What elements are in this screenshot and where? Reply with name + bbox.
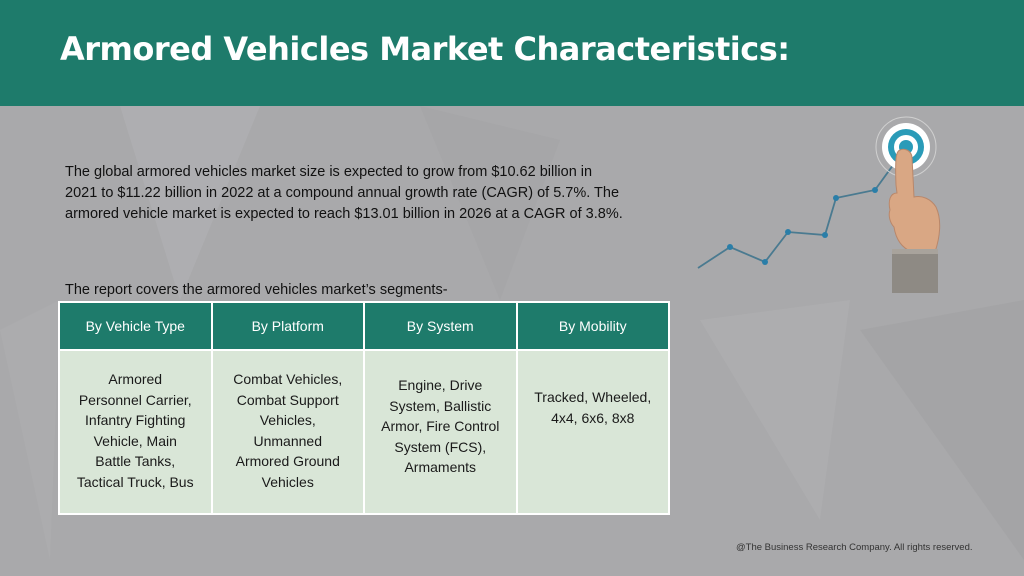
table-header-row: By Vehicle Type By Platform By System By…	[58, 301, 670, 351]
page-title: Armored Vehicles Market Characteristics:	[60, 30, 790, 68]
growth-illustration	[697, 116, 941, 293]
intro-paragraph: The global armored vehicles market size …	[65, 162, 685, 225]
intro-line: armored vehicle market is expected to re…	[65, 206, 623, 222]
pointing-hand-icon	[888, 148, 941, 293]
column-header-mobility: By Mobility	[515, 301, 670, 351]
intro-line: 2021 to $11.22 billion in 2022 at a comp…	[65, 185, 620, 201]
column-header-system: By System	[363, 301, 518, 351]
cell-system: Engine, Drive System, Ballistic Armor, F…	[363, 349, 518, 515]
copyright-footer: @The Business Research Company. All righ…	[736, 542, 973, 553]
segments-table: By Vehicle Type By Platform By System By…	[58, 301, 670, 515]
table-row: Armored Personnel Carrier, Infantry Figh…	[58, 349, 670, 515]
column-header-platform: By Platform	[210, 301, 365, 351]
column-header-vehicle-type: By Vehicle Type	[58, 301, 213, 351]
cell-platform: Combat Vehicles, Combat Support Vehicles…	[210, 349, 365, 515]
cell-mobility: Tracked, Wheeled, 4x4, 6x6, 8x8	[515, 349, 670, 515]
growth-line-icon	[697, 149, 905, 269]
segments-label: The report covers the armored vehicles m…	[65, 282, 448, 298]
cell-vehicle-type: Armored Personnel Carrier, Infantry Figh…	[58, 349, 213, 515]
intro-line: The global armored vehicles market size …	[65, 164, 593, 180]
header-bar: Armored Vehicles Market Characteristics:	[0, 0, 1024, 106]
